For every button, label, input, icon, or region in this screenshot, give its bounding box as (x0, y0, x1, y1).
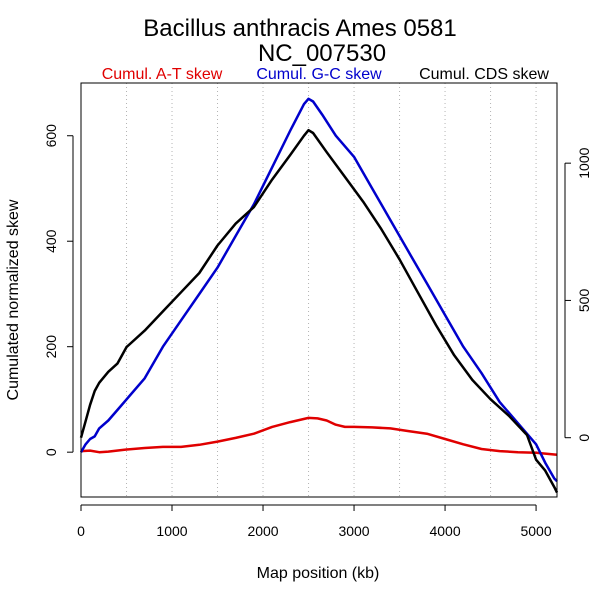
y-tick-label: 400 (43, 229, 59, 253)
axes: 0 1000 2000 3000 4000 5000 0 200 400 600 0 500 1000 (43, 82, 592, 539)
series-line-0 (80, 416, 558, 457)
series-line-1 (79, 97, 558, 483)
y-tick-label: 600 (43, 124, 59, 148)
x-tick-label: 3000 (338, 523, 369, 539)
y-tick-label: 0 (43, 448, 59, 456)
y2-tick-label: 500 (576, 289, 592, 313)
y2-tick-label: 1000 (576, 147, 592, 178)
x-tick-label: 2000 (247, 523, 278, 539)
chart-subtitle: NC_007530 (258, 40, 386, 67)
x-tick-label: 1000 (156, 523, 187, 539)
x-tick-label: 5000 (520, 523, 551, 539)
y-axis-label: Cumulated normalized skew (5, 199, 22, 400)
legend-cds-skew: Cumul. CDS skew (419, 66, 549, 83)
y2-tick-label: 0 (576, 434, 592, 442)
y-tick-label: 200 (43, 335, 59, 359)
plot-frame (80, 82, 558, 498)
x-axis-label: Map position (kb) (257, 565, 380, 582)
series-line-2 (79, 128, 559, 494)
series-lines (79, 97, 559, 494)
x-tick-label: 0 (77, 523, 85, 539)
chart-title: Bacillus anthracis Ames 0581 (143, 15, 457, 42)
x-tick-label: 4000 (429, 523, 460, 539)
legend-at-skew: Cumul. A-T skew (102, 66, 223, 83)
legend-gc-skew: Cumul. G-C skew (256, 66, 382, 83)
